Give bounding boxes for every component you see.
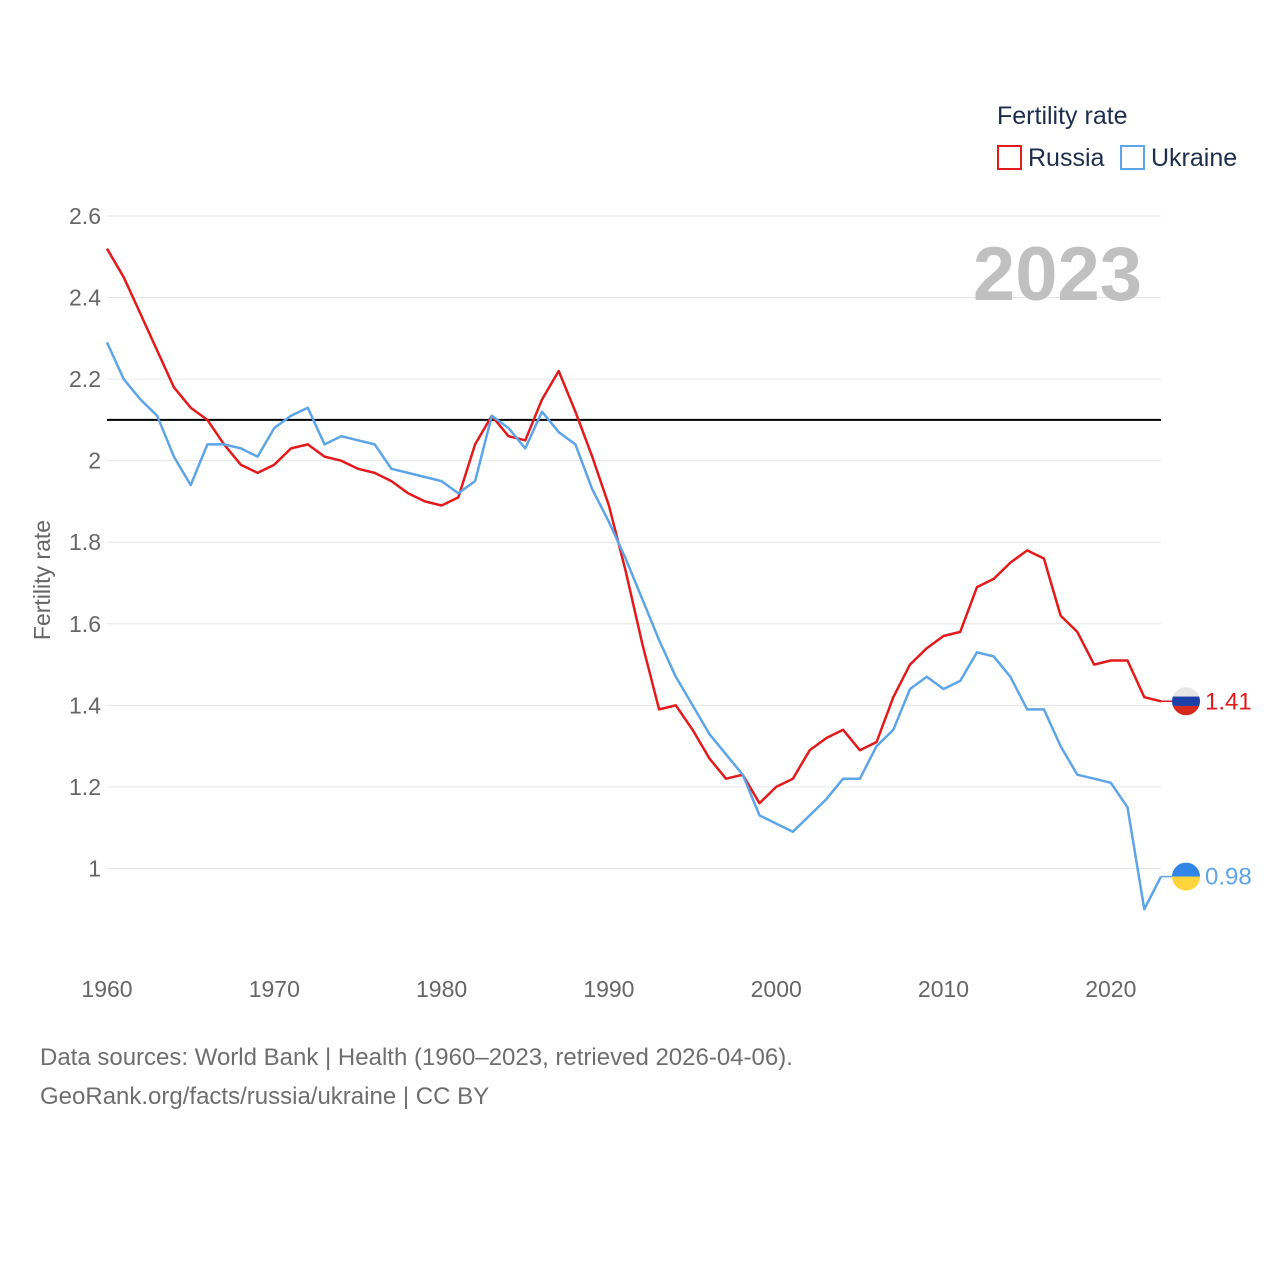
grid-lines xyxy=(107,215,1161,869)
y-tick-label: 1.2 xyxy=(69,774,101,800)
y-tick-label: 2.6 xyxy=(69,203,101,229)
footer-sources: Data sources: World Bank | Health (1960–… xyxy=(40,1044,793,1071)
x-axis-ticks: 1960 1970 1980 1990 2000 2010 2020 xyxy=(81,976,1136,1002)
x-tick-label: 1970 xyxy=(249,976,300,1002)
x-tick-label: 2020 xyxy=(1085,976,1136,1002)
end-value-label-ukraine: 0.98 xyxy=(1205,864,1252,891)
series-line-russia[interactable] xyxy=(105,247,1162,805)
legend-swatch-russia[interactable] xyxy=(997,145,1022,170)
y-tick-label: 1.6 xyxy=(69,611,101,637)
y-tick-label: 1.8 xyxy=(69,529,101,555)
legend-swatch-ukraine[interactable] xyxy=(1120,145,1145,170)
x-tick-label: 1990 xyxy=(583,976,634,1002)
year-label: 2023 xyxy=(973,232,1142,317)
y-axis-label: Fertility rate xyxy=(29,520,55,640)
y-tick-label: 2.2 xyxy=(69,366,101,392)
legend-label-russia[interactable]: Russia xyxy=(1028,144,1105,172)
end-value-label-russia: 1.41 xyxy=(1205,688,1252,715)
series-end-markers: 1.41 0.98 xyxy=(1161,687,1252,891)
legend-title: Fertility rate xyxy=(997,102,1128,130)
y-tick-label: 1.4 xyxy=(69,692,101,718)
x-tick-label: 2000 xyxy=(751,976,802,1002)
flag-icon-ukraine xyxy=(1172,862,1200,891)
x-tick-label: 1960 xyxy=(81,976,132,1002)
y-tick-label: 2.4 xyxy=(69,285,101,311)
y-tick-label: 1 xyxy=(88,855,101,881)
x-tick-label: 2010 xyxy=(918,976,969,1002)
y-tick-label: 2 xyxy=(88,448,101,474)
footer-link[interactable]: GeoRank.org/facts/russia/ukraine | CC BY xyxy=(40,1083,490,1110)
legend-label-ukraine[interactable]: Ukraine xyxy=(1151,144,1237,172)
flag-icon-russia xyxy=(1172,687,1200,716)
x-tick-label: 1980 xyxy=(416,976,467,1002)
y-axis-ticks: 1 1.2 1.4 1.6 1.8 2 2.2 2.4 2.6 xyxy=(69,203,101,881)
series-line-ukraine[interactable] xyxy=(105,341,1163,911)
series-lines xyxy=(105,247,1163,911)
legend: Fertility rate Russia Ukraine xyxy=(997,102,1237,172)
